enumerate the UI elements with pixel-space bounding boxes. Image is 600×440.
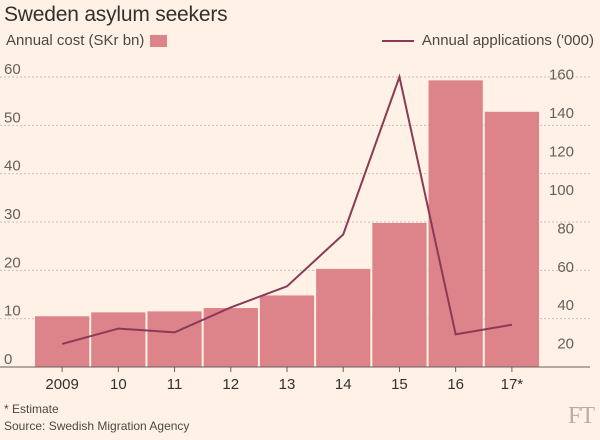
right-axis-tick-label: 120	[549, 144, 574, 161]
bar	[35, 316, 90, 367]
right-axis-tick-label: 40	[557, 297, 574, 314]
left-axis-tick-label: 40	[4, 158, 21, 175]
bar	[259, 295, 315, 367]
bar	[203, 308, 258, 367]
bar	[316, 268, 371, 367]
left-axis-tick-label: 0	[4, 351, 12, 368]
left-axis-tick-label: 20	[4, 254, 21, 271]
legend-bar-swatch	[150, 35, 168, 47]
x-axis-tick-label: 13	[279, 376, 296, 393]
legend-bar-series: Annual cost (SKr bn)	[6, 32, 168, 49]
x-axis-tick-label: 17*	[501, 376, 524, 393]
ft-logo: FT	[567, 403, 595, 429]
x-axis-tick-label: 2009	[45, 376, 78, 393]
left-axis-tick-label: 60	[4, 61, 21, 78]
footnote: * Estimate	[4, 402, 59, 416]
bar	[484, 111, 539, 367]
right-axis-tick-label: 20	[557, 336, 574, 353]
legend-line-swatch	[381, 39, 414, 42]
source-note: Source: Swedish Migration Agency	[4, 419, 190, 433]
x-axis-tick-label: 14	[335, 376, 352, 393]
x-axis-tick-label: 10	[110, 376, 127, 393]
applications-line	[61, 73, 513, 345]
chart-title: Sweden asylum seekers	[4, 3, 228, 26]
bar	[428, 80, 483, 367]
x-axis-tick-label: 12	[222, 376, 239, 393]
bar	[147, 311, 202, 367]
left-axis-tick-label: 10	[4, 303, 21, 320]
bar	[372, 222, 427, 367]
bar	[91, 312, 146, 367]
legend-bar-label: Annual cost (SKr bn)	[6, 32, 145, 49]
x-axis-tick-label: 15	[391, 376, 408, 393]
left-axis-tick-label: 30	[4, 206, 21, 223]
right-axis-tick-label: 100	[549, 182, 574, 199]
x-axis-tick-label: 16	[447, 376, 464, 393]
right-axis-tick-label: 60	[557, 259, 574, 276]
legend-line-series: Annual applications ('000)	[381, 32, 594, 49]
right-axis-tick-label: 140	[549, 105, 574, 122]
x-axis-tick-label: 11	[167, 376, 183, 393]
left-axis-tick-label: 50	[4, 109, 21, 126]
right-axis-tick-label: 80	[557, 220, 574, 237]
legend-line-label: Annual applications ('000)	[421, 32, 594, 49]
right-axis-tick-label: 160	[549, 67, 574, 84]
